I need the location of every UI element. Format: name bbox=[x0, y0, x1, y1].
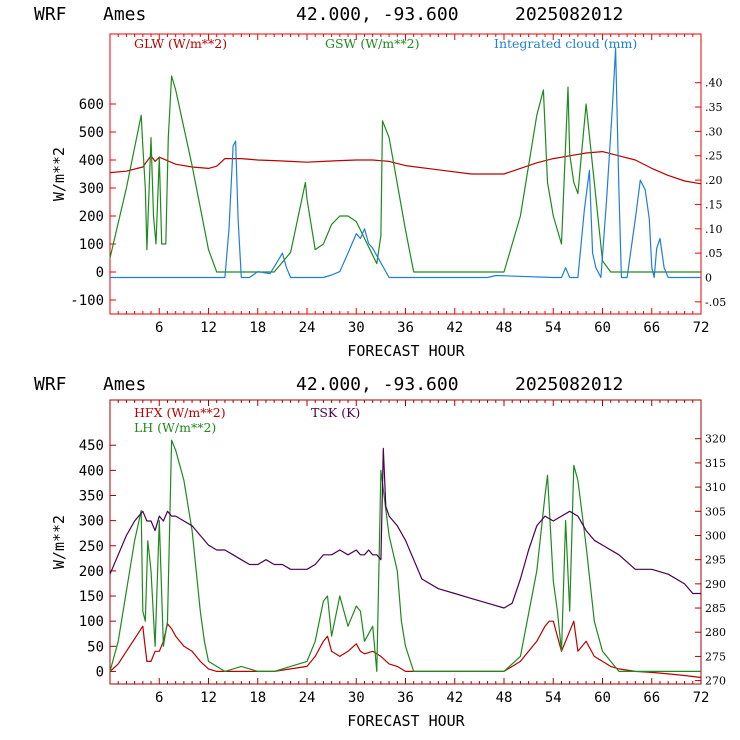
x-tick-label: 60 bbox=[594, 320, 611, 336]
run-label: 2025082012 bbox=[515, 4, 623, 25]
y2-tick-label: 310 bbox=[705, 481, 726, 494]
x-tick-label: 48 bbox=[496, 690, 513, 706]
y2-tick-label: -.05 bbox=[705, 296, 726, 309]
x-tick-label: 66 bbox=[643, 320, 660, 336]
legend-integrated-cloud: Integrated cloud (mm) bbox=[494, 36, 637, 51]
y-tick-label: 450 bbox=[79, 438, 104, 454]
y-tick-label: 200 bbox=[79, 209, 104, 225]
series-group-1 bbox=[109, 47, 702, 279]
legend-gsw: GSW (W/m**2) bbox=[325, 36, 420, 51]
x-tick-label: 36 bbox=[397, 320, 414, 336]
x-tick-label: 18 bbox=[249, 690, 266, 706]
plot-area-2 bbox=[109, 399, 702, 685]
y2-tick-label: 290 bbox=[705, 578, 726, 591]
y-tick-label: 0 bbox=[96, 664, 104, 680]
y-tick-label: 350 bbox=[79, 489, 104, 505]
legend-tsk: TSK (K) bbox=[311, 405, 360, 420]
y-tick-label: 500 bbox=[79, 125, 104, 141]
model-label: WRF bbox=[34, 4, 67, 25]
y-tick-label: -100 bbox=[70, 293, 104, 309]
chart-1-header: WRF Ames 42.000, -93.600 2025082012 bbox=[34, 4, 623, 25]
series-line-integrated bbox=[110, 47, 701, 279]
y-tick-label: 150 bbox=[79, 589, 104, 605]
x-tick-label: 36 bbox=[397, 690, 414, 706]
x-tick-label: 54 bbox=[545, 320, 562, 336]
axis-ticks-2: 6 12 18 24 30 36 42 48 54 60 66 72 0 50 100 150 200 250 30… bbox=[79, 400, 726, 706]
y2-tick-label: .05 bbox=[705, 247, 723, 260]
chart-2-header: WRF Ames 42.000, -93.600 2025082012 bbox=[34, 374, 623, 395]
y-tick-label: 400 bbox=[79, 463, 104, 479]
x-tick-label: 30 bbox=[348, 320, 365, 336]
y-tick-label: 300 bbox=[79, 181, 104, 197]
x-tick-label: 30 bbox=[348, 690, 365, 706]
y-tick-label: 300 bbox=[79, 514, 104, 530]
y2-tick-label: .25 bbox=[705, 150, 723, 163]
y2-tick-label: 300 bbox=[705, 529, 726, 542]
legend-2: HFX (W/m**2) LH (W/m**2) TSK (K) bbox=[134, 405, 360, 435]
y2-tick-label: 295 bbox=[705, 554, 726, 567]
x-tick-label: 6 bbox=[155, 690, 163, 706]
series-line-lh bbox=[109, 439, 701, 673]
chart-1: WRF Ames 42.000, -93.600 2025082012 GLW … bbox=[34, 4, 726, 360]
chart-2: WRF Ames 42.000, -93.600 2025082012 HFX … bbox=[34, 374, 726, 730]
x-axis-label-2: FORECAST HOUR bbox=[347, 712, 465, 730]
legend-1: GLW (W/m**2) GSW (W/m**2) Integrated clo… bbox=[134, 36, 637, 51]
y2-tick-label: 270 bbox=[705, 675, 726, 688]
legend-lh: LH (W/m**2) bbox=[134, 420, 216, 435]
y2-tick-label: .30 bbox=[705, 125, 723, 138]
legend-glw: GLW (W/m**2) bbox=[134, 36, 227, 51]
y2-tick-label: .20 bbox=[705, 174, 723, 187]
y2-tick-label: 320 bbox=[705, 433, 726, 446]
x-tick-label: 42 bbox=[446, 320, 463, 336]
legend-hfx: HFX (W/m**2) bbox=[134, 405, 226, 420]
series-line-gsw bbox=[109, 75, 701, 273]
x-tick-label: 6 bbox=[155, 320, 163, 336]
y-tick-label: 50 bbox=[87, 639, 104, 655]
x-tick-label: 12 bbox=[200, 690, 217, 706]
y-tick-label: 100 bbox=[79, 237, 104, 253]
x-tick-label: 60 bbox=[594, 690, 611, 706]
x-tick-label: 18 bbox=[249, 320, 266, 336]
series-line-tsk bbox=[109, 447, 701, 609]
axis-ticks-1: 6 12 18 24 30 36 42 48 54 60 66 72 -100 0 100 200 300 400… bbox=[70, 34, 726, 336]
y2-tick-label: .15 bbox=[705, 198, 723, 211]
x-tick-label: 72 bbox=[693, 690, 710, 706]
y-axis-label-2: W/m**2 bbox=[50, 515, 68, 569]
y2-tick-label: 305 bbox=[705, 505, 726, 518]
coords-label: 42.000, -93.600 bbox=[296, 374, 459, 395]
x-axis-label-1: FORECAST HOUR bbox=[347, 342, 465, 360]
site-label: Ames bbox=[103, 374, 146, 395]
y2-tick-label: 280 bbox=[705, 626, 726, 639]
x-tick-label: 54 bbox=[545, 690, 562, 706]
x-tick-label: 66 bbox=[643, 690, 660, 706]
y2-tick-label: .10 bbox=[705, 223, 723, 236]
run-label: 2025082012 bbox=[515, 374, 623, 395]
y-tick-label: 400 bbox=[79, 153, 104, 169]
y2-tick-label: 275 bbox=[705, 650, 726, 663]
y-tick-label: 100 bbox=[79, 614, 104, 630]
site-label: Ames bbox=[103, 4, 146, 25]
y-tick-label: 200 bbox=[79, 564, 104, 580]
x-tick-label: 24 bbox=[299, 320, 316, 336]
x-tick-label: 48 bbox=[496, 320, 513, 336]
y2-tick-label: .35 bbox=[705, 101, 723, 114]
y-axis-label-1: W/m**2 bbox=[50, 147, 68, 201]
coords-label: 42.000, -93.600 bbox=[296, 4, 459, 25]
y-tick-label: 600 bbox=[79, 97, 104, 113]
y2-tick-label: .40 bbox=[705, 77, 723, 90]
y2-tick-label: 315 bbox=[705, 457, 726, 470]
series-group-2 bbox=[109, 439, 702, 679]
model-label: WRF bbox=[34, 374, 67, 395]
x-tick-label: 72 bbox=[693, 320, 710, 336]
x-tick-label: 12 bbox=[200, 320, 217, 336]
x-tick-label: 24 bbox=[299, 690, 316, 706]
x-tick-label: 42 bbox=[446, 690, 463, 706]
y2-tick-label: 0 bbox=[705, 271, 712, 284]
y2-tick-label: 285 bbox=[705, 602, 726, 615]
series-line-glw bbox=[109, 151, 702, 185]
y-tick-label: 0 bbox=[96, 265, 104, 281]
series-line-hfx bbox=[109, 620, 702, 679]
y-tick-label: 250 bbox=[79, 539, 104, 555]
